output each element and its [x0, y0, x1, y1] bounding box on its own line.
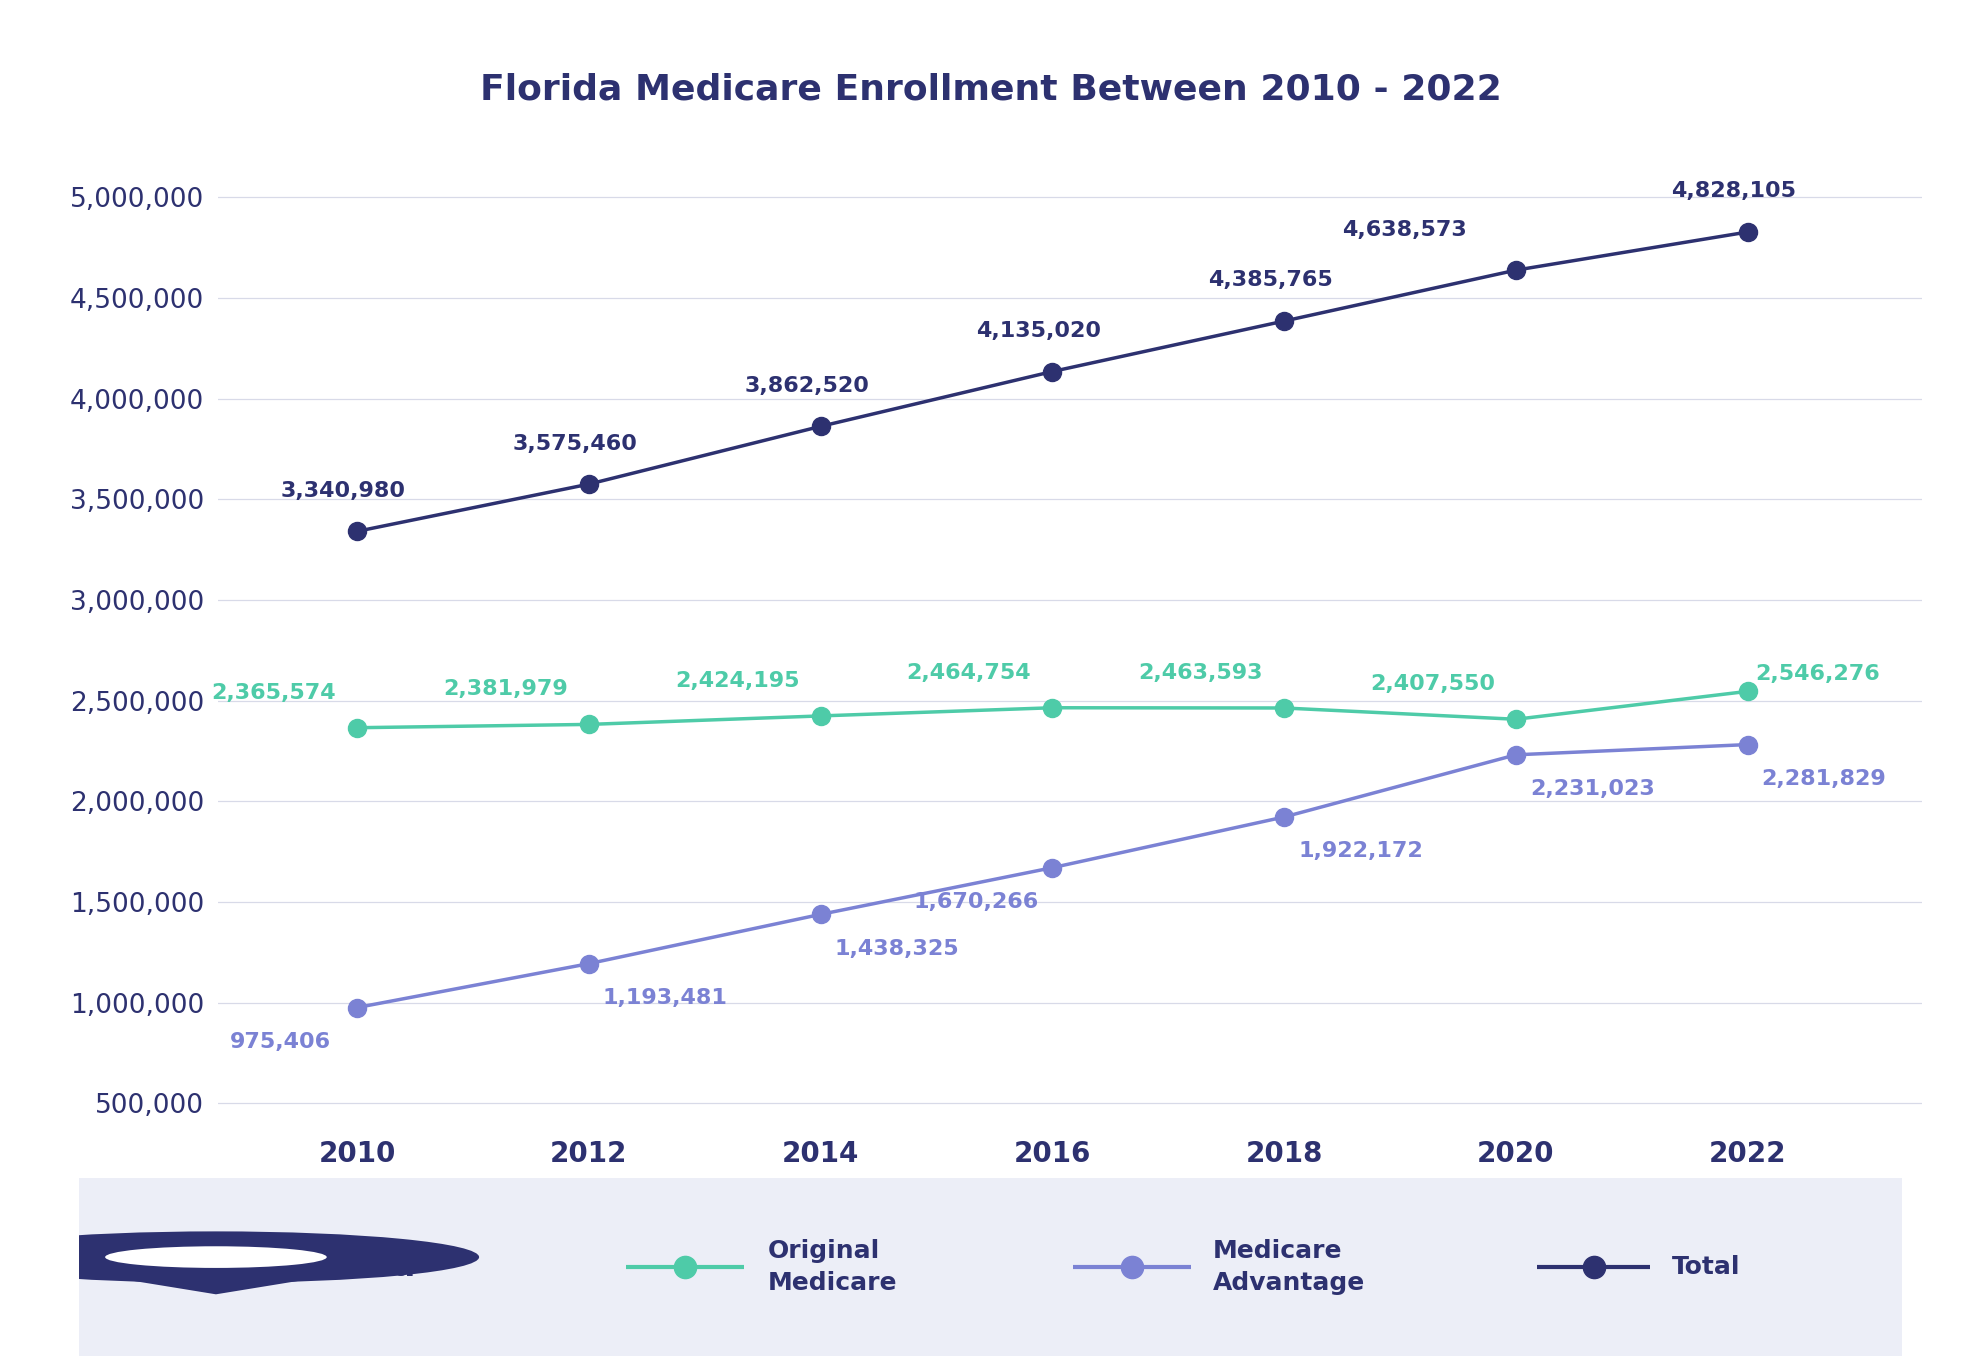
- Text: 2,365,574: 2,365,574: [212, 682, 337, 703]
- Circle shape: [0, 1232, 479, 1282]
- Text: 2,281,829: 2,281,829: [1760, 769, 1885, 789]
- Text: 2,424,195: 2,424,195: [675, 671, 800, 690]
- Text: 1,922,172: 1,922,172: [1297, 841, 1422, 862]
- Text: Total: Total: [1671, 1255, 1740, 1280]
- Text: 975,406: 975,406: [230, 1032, 331, 1052]
- Text: 3,340,980: 3,340,980: [281, 481, 406, 501]
- PathPatch shape: [8, 1260, 424, 1295]
- Text: 4,638,573: 4,638,573: [1342, 219, 1467, 240]
- Text: 1,670,266: 1,670,266: [913, 892, 1038, 912]
- Text: 3,862,520: 3,862,520: [744, 375, 869, 396]
- Text: Medicare
Advantage: Medicare Advantage: [1212, 1240, 1364, 1295]
- Text: 2,231,023: 2,231,023: [1529, 780, 1653, 799]
- Text: 2,546,276: 2,546,276: [1754, 664, 1879, 685]
- Text: 2,407,550: 2,407,550: [1370, 674, 1495, 695]
- Text: 1,438,325: 1,438,325: [834, 938, 958, 959]
- Text: 2,464,754: 2,464,754: [907, 663, 1032, 682]
- FancyBboxPatch shape: [44, 1174, 1936, 1360]
- Circle shape: [105, 1247, 327, 1267]
- Text: 4,385,765: 4,385,765: [1208, 270, 1333, 290]
- Text: 2,463,593: 2,463,593: [1138, 663, 1263, 684]
- Text: 4,828,105: 4,828,105: [1671, 181, 1796, 201]
- Text: 4,135,020: 4,135,020: [976, 321, 1101, 341]
- Text: Florida: Florida: [289, 1252, 414, 1282]
- Text: 1,193,481: 1,193,481: [602, 988, 727, 1008]
- Text: 2,381,979: 2,381,979: [444, 680, 568, 700]
- Text: Florida Medicare Enrollment Between 2010 - 2022: Florida Medicare Enrollment Between 2010…: [479, 73, 1501, 105]
- Text: 3,575,460: 3,575,460: [513, 433, 638, 453]
- Text: Original
Medicare: Original Medicare: [768, 1240, 897, 1295]
